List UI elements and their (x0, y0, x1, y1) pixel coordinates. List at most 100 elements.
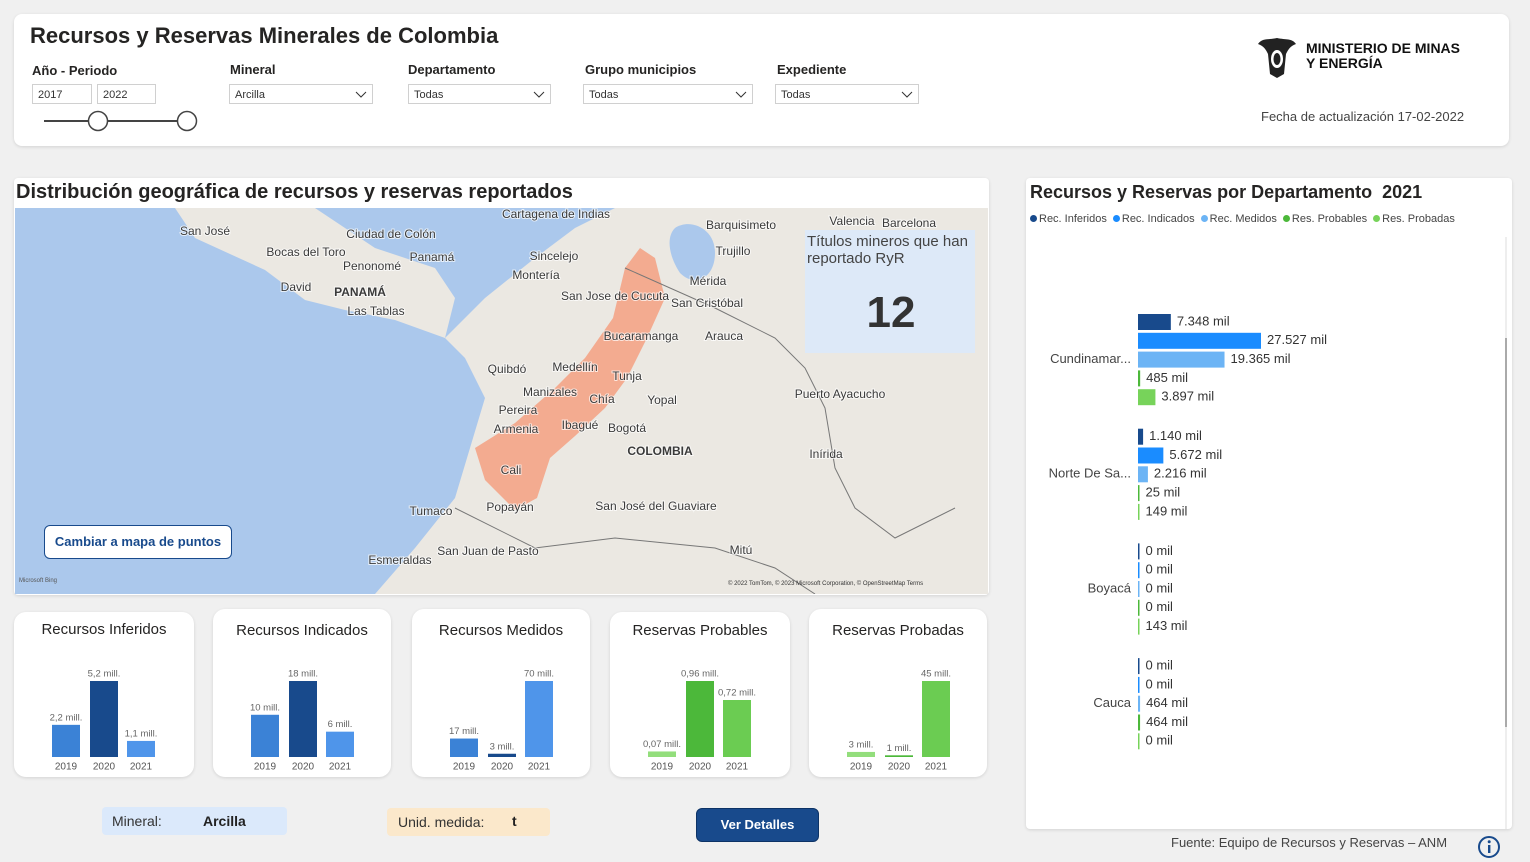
map-card-value: 12 (866, 288, 916, 337)
place-label: San José del Guaviare (595, 499, 717, 513)
kpi-title: Reservas Probadas (832, 622, 964, 639)
filter-label: Mineral (230, 62, 276, 77)
place-label: Yopal (647, 393, 677, 407)
dropdown-value: Todas (781, 89, 811, 101)
place-label: Ciudad de Colón (346, 227, 435, 241)
kpi-card: Reservas Probadas (809, 609, 987, 777)
place-label: Bogotá (608, 421, 646, 435)
legend-item[interactable]: Rec. Indicados (1112, 213, 1195, 225)
source-note: Fuente: Equipo de Recursos y Reservas – … (1171, 835, 1448, 850)
year-to-input[interactable]: 2022 (97, 84, 156, 104)
update-date: Fecha de actualización 17-02-2022 (1261, 109, 1465, 124)
map-title: Distribución geográfica de recursos y re… (16, 181, 573, 203)
place-label: Bucaramanga (604, 329, 679, 343)
ministry-logo (1258, 38, 1296, 78)
filter-label: Grupo municipios (585, 62, 697, 77)
place-label: San Cristóbal (671, 296, 743, 310)
legend-item[interactable]: Rec. Medidos (1200, 213, 1277, 225)
municipality-dropdown[interactable]: Todas (583, 84, 753, 104)
ministry-name: MINISTERIO DE MINAS Y ENERGÍA (1306, 41, 1460, 71)
kpi-title: Reservas Probables (632, 622, 768, 639)
legend-label: Rec. Inferidos (1039, 213, 1107, 225)
info-icon[interactable] (1477, 835, 1501, 859)
legend-item[interactable]: Rec. Inferidos (1030, 213, 1107, 225)
place-label: Mitú (730, 543, 753, 557)
legend-label: Res. Probadas (1382, 213, 1455, 225)
place-label: Tunja (612, 369, 642, 383)
header-card: Recursos y Reservas Minerales de Colombi… (14, 14, 1509, 146)
place-label: Panamá (410, 250, 455, 264)
file-dropdown[interactable]: Todas (775, 84, 919, 104)
filter-label: Departamento (408, 62, 496, 77)
place-label: Barquisimeto (706, 218, 776, 232)
place-label: San Jose de Cucuta (561, 289, 669, 303)
place-label: Puerto Ayacucho (795, 387, 886, 401)
filter-label: Año - Periodo (32, 63, 118, 78)
unit-value: t (512, 813, 517, 829)
mineral-badge: Mineral: Arcilla (102, 807, 287, 835)
unit-label: Unid. medida: (398, 814, 485, 830)
legend-swatch (1282, 215, 1290, 222)
place-label: Cali (501, 463, 522, 477)
map-card: Distribución geográfica de recursos y re… (14, 178, 989, 595)
kpi-title: Recursos Inferidos (41, 621, 167, 638)
mineral-dropdown[interactable]: Arcilla (229, 84, 373, 104)
place-label: San José (180, 224, 230, 238)
place-label: San Juan de Pasto (437, 544, 539, 558)
kpi-title: Recursos Medidos (438, 622, 564, 639)
legend-swatch (1030, 215, 1037, 222)
place-label: Bocas del Toro (266, 245, 345, 259)
scrollbar-thumb[interactable] (1505, 338, 1507, 727)
legend: Rec. Inferidos Rec. Indicados Rec. Medidos… (1030, 213, 1455, 225)
page-title: Recursos y Reservas Minerales de Colombi… (30, 23, 499, 48)
details-button[interactable]: Ver Detalles (696, 808, 819, 842)
kpi-card: Recursos Inferidos (14, 612, 194, 777)
place-label: Ibagué (562, 418, 599, 432)
map-card-bg (805, 230, 975, 353)
mineral-label: Mineral: (112, 813, 162, 829)
ministry-line: MINISTERIO DE MINAS (1306, 40, 1461, 56)
map-toggle-button[interactable]: Cambiar a mapa de puntos (44, 525, 232, 559)
year-slider[interactable] (34, 108, 204, 134)
place-label: Las Tablas (347, 304, 404, 318)
place-label: Pereira (499, 403, 538, 417)
place-label: Manizales (523, 385, 577, 399)
place-label: Inírida (809, 447, 843, 461)
place-label: Tumaco (410, 504, 453, 518)
legend-item[interactable]: Res. Probables (1282, 213, 1367, 225)
legend-swatch (1200, 215, 1208, 222)
place-label: Esmeraldas (368, 553, 431, 567)
kpi-card: Recursos Medidos (412, 609, 590, 777)
dept-chart-title: Recursos y Reservas por Departamento 202… (1030, 182, 1423, 202)
place-label: Barcelona (882, 216, 936, 230)
mineral-value: Arcilla (203, 813, 246, 829)
dropdown-value: Arcilla (235, 89, 265, 101)
place-label: Mérida (690, 274, 727, 288)
place-label: Montería (512, 268, 560, 282)
place-label: PANAMÁ (334, 284, 386, 299)
bing-logo: Microsoft Bing (19, 578, 58, 584)
place-label: Sincelejo (530, 249, 579, 263)
place-label: David (281, 280, 312, 294)
legend-swatch (1373, 215, 1381, 222)
place-label: Medellín (552, 360, 597, 374)
place-label: Popayán (486, 500, 533, 514)
kpi-card: Reservas Probables (610, 612, 790, 777)
dept-card: Recursos y Reservas por Departamento 202… (1026, 178, 1512, 829)
department-dropdown[interactable]: Todas (408, 84, 551, 104)
dropdown-value: Todas (589, 89, 619, 101)
place-label: Quibdó (488, 362, 527, 376)
kpi-title: Recursos Indicados (236, 622, 368, 639)
legend-label: Rec. Medidos (1209, 213, 1277, 225)
map-attribution: © 2022 TomTom, © 2023 Microsoft Corporat… (728, 581, 924, 587)
ministry-line: Y ENERGÍA (1306, 55, 1383, 71)
place-label: Chía (589, 392, 615, 406)
place-label: Cartagena de Indias (502, 208, 610, 221)
year-from-input[interactable]: 2017 (32, 84, 92, 104)
dropdown-value: Todas (414, 89, 444, 101)
kpi-card: Recursos Indicados (213, 609, 391, 777)
legend-item[interactable]: Res. Probadas (1373, 213, 1455, 225)
unit-badge: Unid. medida: t (387, 808, 550, 836)
